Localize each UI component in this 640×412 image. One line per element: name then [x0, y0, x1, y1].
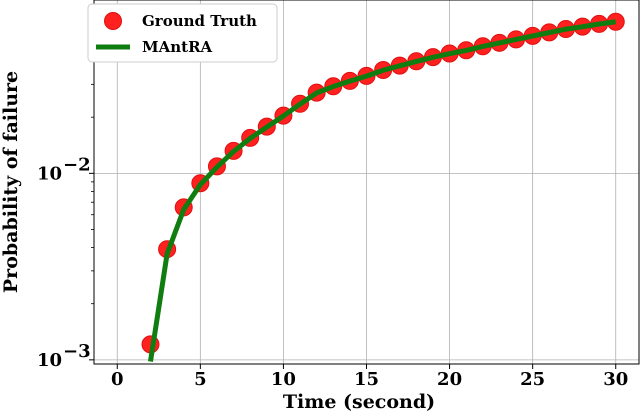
x-tick-label: 25 — [520, 369, 545, 390]
legend-label-mantra: MAntRA — [142, 38, 213, 56]
x-tick-label: 15 — [354, 369, 379, 390]
y-axis-label: Probability of failure — [0, 71, 22, 293]
axes-frame — [93, 0, 640, 365]
x-tick-label: 5 — [194, 369, 207, 390]
x-tick-label: 30 — [603, 369, 628, 390]
legend: Ground Truth MAntRA — [87, 3, 278, 63]
y-tick-label: 10 — [37, 350, 62, 371]
series-mantra — [148, 19, 617, 362]
x-tick-label: 20 — [437, 369, 462, 390]
y-tick-exponent: −2 — [63, 154, 91, 175]
legend-label-ground-truth: Ground Truth — [142, 12, 257, 30]
y-tick-exponent: −3 — [63, 341, 91, 362]
y-tick-label: 10 — [37, 163, 62, 184]
x-tick-label: 10 — [271, 369, 296, 390]
mantra-line — [148, 19, 617, 362]
x-axis-label: Time (second) — [283, 391, 435, 412]
legend-marker-ground-truth — [104, 12, 122, 30]
x-tick-label: 0 — [111, 369, 124, 390]
series-layer — [141, 12, 625, 362]
legend-box — [87, 3, 278, 63]
